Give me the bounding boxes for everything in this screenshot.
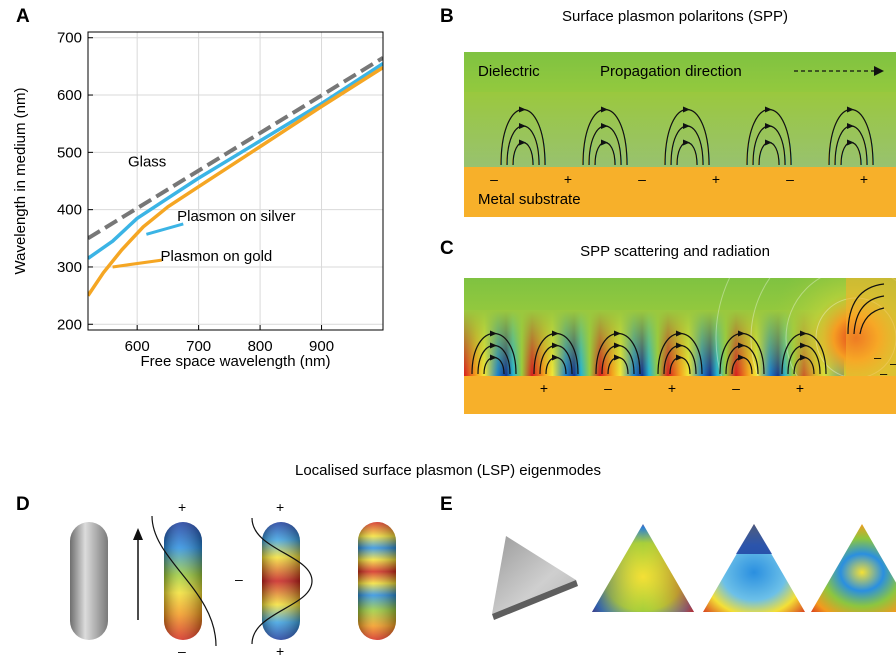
propagation-label: Propagation direction <box>600 63 742 80</box>
lsp-title: Localised surface plasmon (LSP) eigenmod… <box>295 462 601 479</box>
radiating-field-lines <box>847 283 885 335</box>
surface-charge: + <box>796 380 804 396</box>
series-annotation: Glass <box>128 154 166 171</box>
spp-scattering-diagram: + – + – + – – – <box>464 278 896 414</box>
surface-charge: + <box>860 171 868 187</box>
step-charge: – <box>890 356 896 371</box>
step-charge: – <box>874 350 882 365</box>
rod-axis-arrowhead <box>133 528 143 540</box>
series-line-plasmon-on-silver <box>88 62 383 260</box>
metal-substrate <box>464 167 896 217</box>
charge-minus: – <box>235 571 243 587</box>
series-line-glass <box>88 56 383 241</box>
step-charge: – <box>880 366 888 381</box>
annotation-leader <box>112 258 162 269</box>
y-axis-label: Wavelength in medium (nm) <box>12 87 29 274</box>
nanoprism-model <box>492 536 576 614</box>
y-tick-label: 200 <box>57 316 82 333</box>
substrate-label: Metal substrate <box>478 191 581 208</box>
metal-substrate <box>464 376 896 414</box>
surface-charge: + <box>668 380 676 396</box>
surface-charge: – <box>638 171 646 187</box>
x-tick-label: 900 <box>309 338 334 355</box>
plot-frame <box>87 31 384 331</box>
charge-minus: – <box>178 643 186 659</box>
y-tick-label: 600 <box>57 87 82 104</box>
surface-charge: + <box>712 171 720 187</box>
field-lines <box>500 106 874 166</box>
surface-charges: – + – + – + <box>490 171 868 187</box>
nanorod-model <box>70 522 108 640</box>
panel-b-title: Surface plasmon polaritons (SPP) <box>562 8 788 25</box>
annotation-leader <box>145 222 184 236</box>
dielectric-label: Dielectric <box>478 63 540 80</box>
dipole-mode-profile <box>151 515 217 647</box>
surface-charges: + – + – + <box>540 380 804 396</box>
quadrupole-mode-profile <box>251 517 313 645</box>
x-tick-label: 600 <box>125 338 150 355</box>
y-tick-label: 400 <box>57 202 82 219</box>
spp-diagram: Dielectric Propagation direction – + – + – + … <box>464 52 896 217</box>
x-tick-label: 800 <box>248 338 273 355</box>
prism-mode-3 <box>811 524 896 612</box>
charge-plus: + <box>276 499 284 515</box>
surface-charge: – <box>786 171 794 187</box>
panel-letter-c: C <box>440 238 454 259</box>
panel-letter-b: B <box>440 6 454 27</box>
nanoprism-eigenmodes <box>492 524 896 620</box>
propagation-arrowhead <box>874 66 884 76</box>
charge-plus: + <box>276 643 284 659</box>
x-axis-label: Free space wavelength (nm) <box>140 353 330 370</box>
series-line-plasmon-on-gold <box>88 66 383 297</box>
x-tick-label: 700 <box>186 338 211 355</box>
panel-letter-a: A <box>16 6 30 27</box>
surface-charge: + <box>540 380 548 396</box>
charge-plus: + <box>178 499 186 515</box>
panel-letter-e: E <box>440 494 453 515</box>
y-tick-label: 700 <box>57 30 82 47</box>
surface-charge: – <box>490 171 498 187</box>
nanorod-eigenmodes: + – + – + <box>70 499 396 659</box>
panel-c-title: SPP scattering and radiation <box>580 243 770 260</box>
field-lines <box>471 330 827 375</box>
surface-charge: – <box>604 380 612 396</box>
y-tick-label: 300 <box>57 259 82 276</box>
series-annotation: Plasmon on gold <box>161 248 273 265</box>
y-tick-label: 500 <box>57 144 82 161</box>
surface-charge: + <box>564 171 572 187</box>
panel-letter-d: D <box>16 494 30 515</box>
surface-charge: – <box>732 380 740 396</box>
series-annotation: Plasmon on silver <box>177 208 295 225</box>
metal-step <box>846 278 896 376</box>
prism-mode-2 <box>703 524 805 612</box>
